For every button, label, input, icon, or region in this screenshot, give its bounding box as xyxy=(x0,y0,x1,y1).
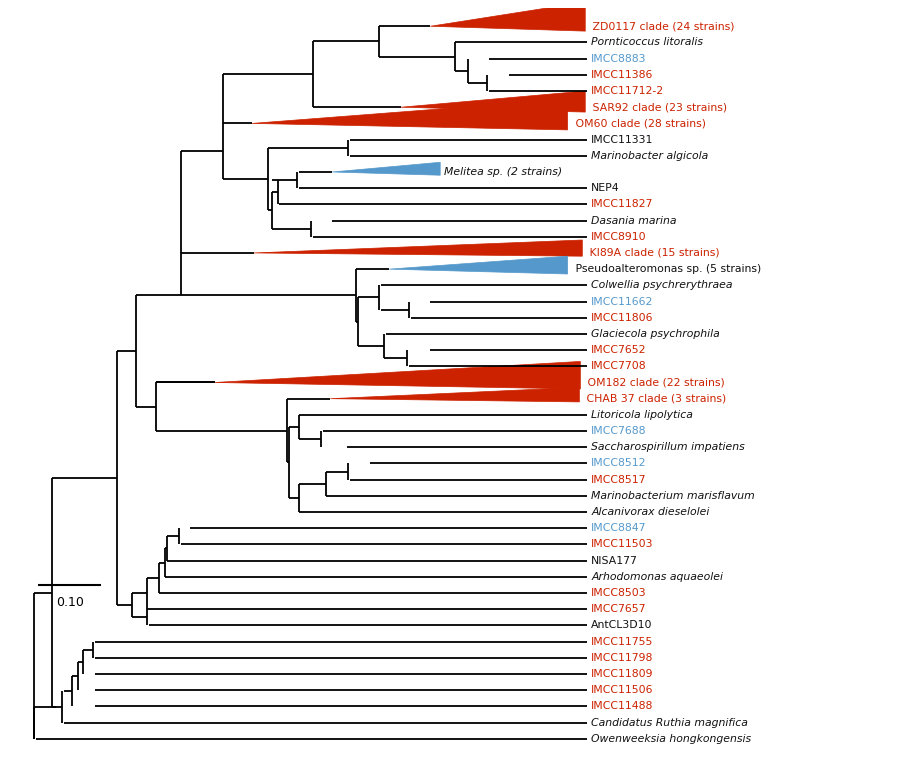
Text: NISA177: NISA177 xyxy=(591,555,638,565)
Text: NEP4: NEP4 xyxy=(591,183,620,193)
Text: IMCC11712-2: IMCC11712-2 xyxy=(591,86,664,96)
Text: IMCC7708: IMCC7708 xyxy=(591,361,647,371)
Text: Pseudoalteromonas sp. (5 strains): Pseudoalteromonas sp. (5 strains) xyxy=(571,264,760,274)
Polygon shape xyxy=(331,387,579,402)
Polygon shape xyxy=(252,99,568,130)
Polygon shape xyxy=(431,2,586,31)
Text: 0.10: 0.10 xyxy=(56,596,84,609)
Text: OM60 clade (28 strains): OM60 clade (28 strains) xyxy=(571,118,705,128)
Text: ZD0117 clade (24 strains): ZD0117 clade (24 strains) xyxy=(589,21,734,31)
Text: Arhodomonas aquaeolei: Arhodomonas aquaeolei xyxy=(591,571,724,582)
Text: IMCC11506: IMCC11506 xyxy=(591,685,653,695)
Text: IMCC11755: IMCC11755 xyxy=(591,636,653,646)
Text: CHAB 37 clade (3 strains): CHAB 37 clade (3 strains) xyxy=(583,393,726,403)
Text: IMCC11386: IMCC11386 xyxy=(591,70,653,79)
Polygon shape xyxy=(332,162,441,175)
Text: Marinobacter algicola: Marinobacter algicola xyxy=(591,151,708,160)
Text: IMCC11331: IMCC11331 xyxy=(591,134,653,144)
Text: SAR92 clade (23 strains): SAR92 clade (23 strains) xyxy=(589,102,727,112)
Polygon shape xyxy=(389,256,568,274)
Text: IMCC7652: IMCC7652 xyxy=(591,345,647,355)
Text: IMCC11503: IMCC11503 xyxy=(591,539,653,549)
Text: OM182 clade (22 strains): OM182 clade (22 strains) xyxy=(584,377,725,387)
Text: IMCC11806: IMCC11806 xyxy=(591,312,653,322)
Text: IMCC11488: IMCC11488 xyxy=(591,701,653,711)
Text: IMCC11662: IMCC11662 xyxy=(591,296,653,306)
Text: IMCC8517: IMCC8517 xyxy=(591,474,647,484)
Text: IMCC11827: IMCC11827 xyxy=(591,199,653,209)
Text: Glaciecola psychrophila: Glaciecola psychrophila xyxy=(591,329,720,339)
Text: IMCC7688: IMCC7688 xyxy=(591,426,647,436)
Text: IMCC8503: IMCC8503 xyxy=(591,588,647,598)
Text: Candidatus Ruthia magnifica: Candidatus Ruthia magnifica xyxy=(591,717,748,727)
Text: IMCC8883: IMCC8883 xyxy=(591,53,647,63)
Text: Pornticoccus litoralis: Pornticoccus litoralis xyxy=(591,37,703,47)
Text: IMCC11809: IMCC11809 xyxy=(591,669,653,679)
Text: IMCC8512: IMCC8512 xyxy=(591,458,647,468)
Text: Marinobacterium marisflavum: Marinobacterium marisflavum xyxy=(591,490,755,501)
Text: IMCC7657: IMCC7657 xyxy=(591,604,647,614)
Text: AntCL3D10: AntCL3D10 xyxy=(591,620,652,630)
Text: IMCC8847: IMCC8847 xyxy=(591,523,647,533)
Text: Litoricola lipolytica: Litoricola lipolytica xyxy=(591,410,693,420)
Text: Owenweeksia hongkongensis: Owenweeksia hongkongensis xyxy=(591,733,751,743)
Polygon shape xyxy=(214,361,580,389)
Text: Melitea sp. (2 strains): Melitea sp. (2 strains) xyxy=(444,167,562,177)
Polygon shape xyxy=(254,240,582,256)
Text: Saccharospirillum impatiens: Saccharospirillum impatiens xyxy=(591,442,745,452)
Text: IMCC8910: IMCC8910 xyxy=(591,231,647,241)
Text: Alcanivorax dieselolei: Alcanivorax dieselolei xyxy=(591,507,709,517)
Polygon shape xyxy=(401,91,586,112)
Text: Colwellia psychrerythraea: Colwellia psychrerythraea xyxy=(591,280,733,290)
Text: Dasania marina: Dasania marina xyxy=(591,215,677,225)
Text: IMCC11798: IMCC11798 xyxy=(591,652,653,662)
Text: KI89A clade (15 strains): KI89A clade (15 strains) xyxy=(587,248,720,258)
